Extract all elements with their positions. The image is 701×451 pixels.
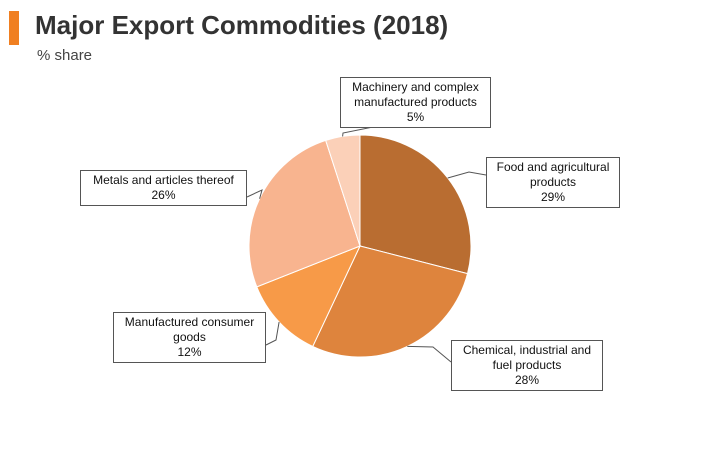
slice-label: Chemical, industrial and fuel products xyxy=(462,343,592,372)
callout-manufactured-consumer-goods: Manufactured consumer goods 12% xyxy=(113,312,266,363)
callout-chemical-industrial-fuel: Chemical, industrial and fuel products 2… xyxy=(451,340,603,391)
callout-metals-articles: Metals and articles thereof 26% xyxy=(80,170,247,206)
pie-slice-2 xyxy=(256,245,361,348)
pie-slice-1 xyxy=(312,245,469,358)
title-accent-bar xyxy=(9,11,19,45)
chart-subtitle: % share xyxy=(37,47,93,64)
slice-label: Metals and articles thereof xyxy=(93,173,234,187)
slice-label: Food and agricultural products xyxy=(496,160,610,189)
slice-value: 29% xyxy=(540,190,566,204)
slice-value: 12% xyxy=(177,345,202,359)
slice-label: Machinery and complex manufactured produ… xyxy=(352,80,479,109)
leader-line-1 xyxy=(407,345,452,363)
slice-value: 28% xyxy=(514,373,540,387)
pie-slices xyxy=(248,134,472,358)
slice-label: Manufactured consumer goods xyxy=(124,315,255,344)
leader-line-0 xyxy=(447,171,487,179)
slice-value: 26% xyxy=(151,188,176,202)
leader-line-2 xyxy=(265,321,280,346)
pie-slice-3 xyxy=(248,139,361,288)
chart-title: Major Export Commodities (2018) xyxy=(35,10,449,40)
slice-value: 5% xyxy=(406,110,425,124)
leader-line-3 xyxy=(246,189,263,199)
callout-machinery-complex: Machinery and complex manufactured produ… xyxy=(340,77,491,128)
callout-food-agricultural: Food and agricultural products 29% xyxy=(486,157,620,208)
